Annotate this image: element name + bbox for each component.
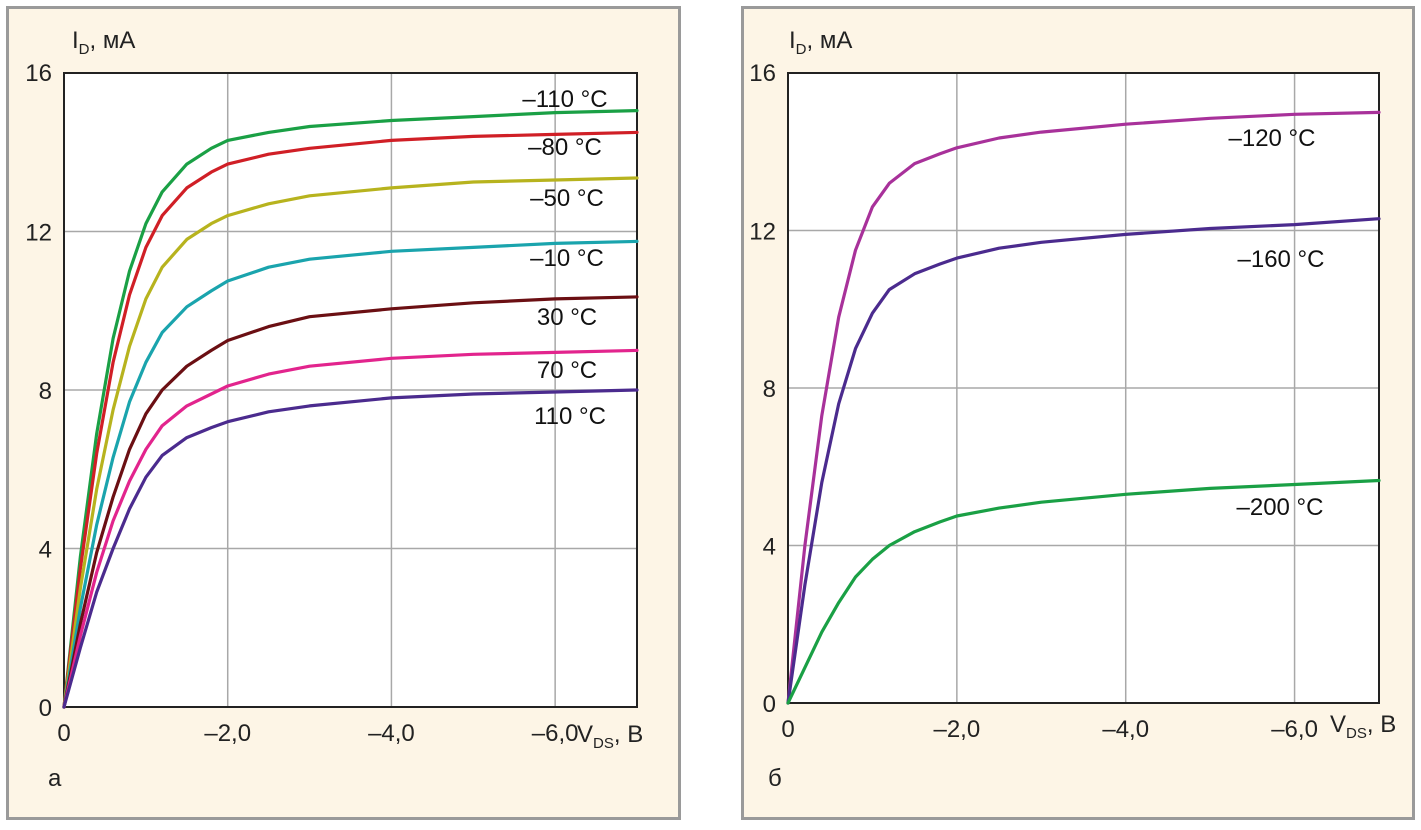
series-line [786,110,1381,705]
series-label: –80 °C [528,134,602,161]
panel-label: а [48,765,62,792]
series-line [62,348,639,709]
y-tick-label: 4 [39,537,52,564]
series-label: –10 °C [530,245,604,272]
y-tick-label: 8 [763,376,776,403]
series-line [62,239,639,709]
series-label: 70 °C [537,357,597,384]
x-axis-label: VDS, В [1330,711,1396,742]
y-tick-label: 8 [39,378,52,405]
series-line [62,295,639,709]
series-line [62,176,639,709]
y-tick-label: 0 [39,695,52,722]
chart-a: 0 –2,0 –4,0 –6,0 0 4 8 12 16 ID, мА VDS, В а –110 °C… [25,27,643,792]
x-tick-label: –4,0 [368,720,415,747]
series-label: –50 °C [530,185,604,212]
y-axis-label: ID, мА [789,27,852,58]
series-line [62,130,639,709]
panel-label: б [768,765,782,792]
series-label: –110 °C [522,86,607,113]
y-tick-label: 16 [749,60,776,87]
x-tick-label: 0 [57,720,70,747]
series-line [62,109,639,709]
series-label: –120 °C [1229,125,1316,152]
series-label: 30 °C [537,304,597,331]
series-label: –160 °C [1238,246,1325,273]
y-tick-label: 0 [763,691,776,718]
y-tick-label: 12 [25,220,52,247]
y-tick-label: 16 [25,60,52,87]
series-label: 110 °C [534,403,606,430]
series-line [786,478,1381,705]
x-tick-label: –6,0 [532,720,579,747]
series-label: –200 °C [1237,494,1324,521]
x-tick-label: 0 [781,716,794,743]
x-tick-label: –2,0 [204,720,251,747]
series-line [786,217,1381,705]
plot-frame [787,72,1380,704]
y-axis-label: ID, мА [72,27,135,58]
x-tick-label: –4,0 [1102,716,1149,743]
y-tick-label: 12 [749,219,776,246]
x-tick-label: –2,0 [933,716,980,743]
x-axis-label: VDS, В [577,721,643,752]
chart-b: 0 –2,0 –4,0 –6,0 0 4 8 12 16 ID, мА VDS, В б –120 °C… [749,27,1396,792]
series-line [62,388,639,709]
x-tick-label: –6,0 [1271,716,1318,743]
y-tick-label: 4 [763,534,776,561]
